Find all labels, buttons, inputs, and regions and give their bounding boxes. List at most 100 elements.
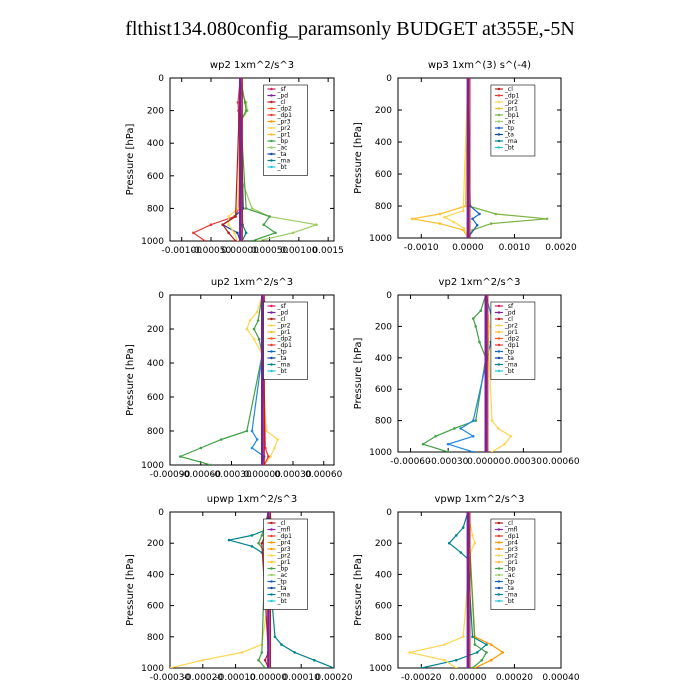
- series-point: [494, 212, 498, 216]
- panel-title: vp2 1xm^2/s^3: [439, 277, 521, 288]
- series-point: [268, 215, 271, 218]
- x-tick-label: -0.00030: [150, 673, 191, 683]
- legend-label: _tp: [504, 349, 514, 356]
- legend-label: _ac: [276, 572, 287, 579]
- legend-label: _pr3: [276, 119, 290, 126]
- series-point: [464, 204, 467, 208]
- legend-label: _pr2: [504, 323, 518, 330]
- legend-label: _ma: [504, 592, 518, 599]
- series-point: [475, 223, 479, 227]
- legend-marker: [497, 94, 501, 97]
- legend-label: _dp1: [504, 93, 520, 100]
- legend-label: _pr1: [504, 559, 518, 566]
- legend-label: _pr3: [276, 546, 290, 553]
- x-tick-label: 0.00100: [280, 246, 317, 256]
- x-tick-label: 0.00020: [496, 673, 533, 683]
- panel-title: wp3 1xm^(3) s^(-4): [428, 60, 531, 71]
- legend-marker: [497, 567, 501, 570]
- legend-marker: [497, 113, 501, 117]
- x-tick-label: -0.00020: [183, 673, 224, 683]
- series-point: [408, 651, 411, 654]
- legend-marker: [497, 317, 501, 321]
- y-axis-label: Pressure [hPa]: [353, 338, 364, 410]
- legend-label: _ma: [276, 592, 290, 599]
- series-point: [227, 223, 230, 226]
- legend-label: _bp: [504, 566, 516, 573]
- y-tick-label: 0: [386, 291, 392, 301]
- legend-marker: [270, 521, 273, 525]
- series-point: [501, 651, 505, 654]
- series-point: [315, 223, 318, 226]
- legend-marker: [497, 560, 501, 564]
- series-point: [236, 231, 239, 235]
- y-tick-label: 1000: [141, 664, 164, 674]
- legend-label: _cl: [504, 316, 513, 323]
- series-point: [509, 435, 513, 438]
- series-group: [192, 78, 319, 241]
- series-point: [462, 227, 466, 230]
- series-point: [201, 658, 205, 662]
- legend-label: _cl: [276, 316, 285, 323]
- series-point: [489, 643, 493, 646]
- series-point: [293, 651, 296, 654]
- legend-marker: [270, 165, 273, 169]
- legend-marker: [270, 311, 273, 314]
- y-tick-label: 0: [386, 74, 392, 84]
- x-tick-label: -0.00090: [150, 470, 191, 480]
- series-point: [250, 446, 254, 450]
- y-tick-label: 200: [375, 539, 392, 549]
- legend-label: _bt: [276, 164, 287, 171]
- series-point: [461, 635, 465, 639]
- legend-marker: [270, 343, 273, 347]
- y-tick-label: 1000: [141, 237, 164, 247]
- series-point: [209, 463, 213, 465]
- series-point: [490, 450, 494, 452]
- series-point: [234, 239, 237, 241]
- legend-marker: [270, 126, 273, 130]
- series-point: [265, 429, 268, 433]
- series-point: [471, 419, 475, 422]
- legend-marker: [497, 586, 501, 590]
- series-point: [245, 429, 249, 433]
- legend-marker: [497, 554, 501, 557]
- series-point: [434, 435, 437, 438]
- legend-label: _ac: [276, 145, 287, 152]
- legend-marker: [270, 107, 273, 110]
- series-line: [467, 512, 488, 668]
- series-point: [459, 551, 463, 554]
- legend-label: _ma: [504, 362, 518, 369]
- x-tick-label: -0.00060: [181, 470, 222, 480]
- x-tick-label: 0.00000: [244, 470, 281, 480]
- legend-label: _tp: [276, 579, 286, 586]
- legend-label: _pr2: [504, 99, 518, 106]
- series-point: [256, 239, 260, 241]
- x-tick-label: -0.00030: [428, 457, 469, 467]
- legend-marker: [497, 369, 501, 373]
- legend-marker: [497, 528, 501, 531]
- legend-label: _pr4: [276, 540, 290, 547]
- plot-frame: [397, 511, 562, 669]
- series-point: [503, 442, 506, 446]
- series-point: [209, 223, 213, 226]
- series-line: [409, 512, 476, 668]
- series-group: [408, 512, 505, 668]
- legend-marker: [270, 369, 273, 373]
- series-point: [489, 658, 493, 662]
- legend-marker: [270, 330, 273, 334]
- series-group: [170, 512, 334, 668]
- series-point: [454, 658, 458, 662]
- series-point: [256, 319, 260, 322]
- series-point: [454, 666, 458, 668]
- series-point: [250, 239, 254, 241]
- y-tick-label: 800: [375, 417, 392, 427]
- y-tick-label: 600: [147, 602, 164, 612]
- legend-marker: [497, 534, 501, 538]
- series-point: [192, 231, 195, 235]
- legend-label: _dp1: [276, 112, 292, 119]
- x-tick-label: 0.00000: [449, 673, 486, 683]
- series-point: [262, 223, 266, 226]
- legend-marker: [270, 100, 273, 104]
- legend-marker: [270, 586, 273, 590]
- series-point: [250, 545, 254, 548]
- legend-marker: [270, 599, 273, 603]
